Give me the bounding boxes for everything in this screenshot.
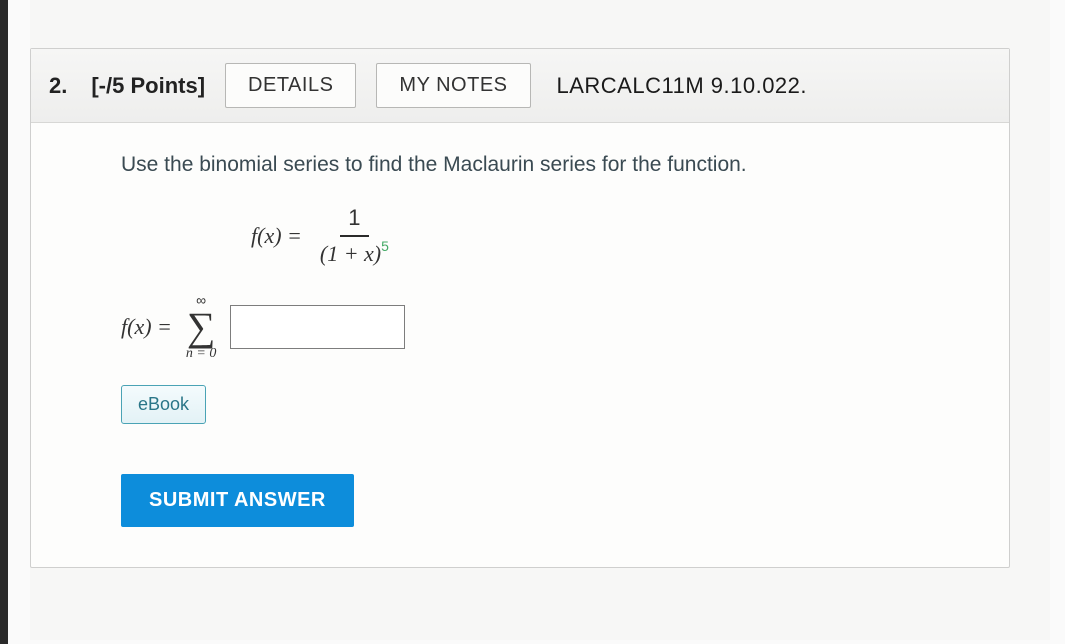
question-number: 2.: [49, 73, 67, 99]
fraction-numerator: 1: [340, 205, 368, 237]
formula-lhs: f(x) =: [251, 223, 302, 249]
series-term-input[interactable]: [230, 305, 405, 349]
answer-lhs: f(x) =: [121, 314, 172, 340]
sigma-lower-limit: n = 0: [186, 347, 216, 361]
sigma-notation: ∞ ∑ n = 0: [186, 293, 216, 361]
answer-row: f(x) = ∞ ∑ n = 0: [121, 293, 979, 361]
ebook-button[interactable]: eBook: [121, 385, 206, 424]
question-points: [-/5 Points]: [91, 73, 205, 99]
question-source-ref: LARCALC11M 9.10.022.: [557, 73, 808, 99]
denominator-base: (1 + x): [320, 241, 381, 266]
fraction-denominator: (1 + x)5: [312, 237, 397, 267]
my-notes-button[interactable]: MY NOTES: [376, 63, 530, 108]
given-formula: f(x) = 1 (1 + x)5: [251, 205, 979, 267]
question-prompt: Use the binomial series to find the Macl…: [121, 153, 979, 177]
question-header: 2. [-/5 Points] DETAILS MY NOTES LARCALC…: [31, 49, 1009, 123]
screen: 2. [-/5 Points] DETAILS MY NOTES LARCALC…: [0, 0, 1065, 644]
sigma-icon: ∑: [187, 309, 216, 345]
denominator-exponent: 5: [381, 238, 389, 254]
question-card: 2. [-/5 Points] DETAILS MY NOTES LARCALC…: [30, 48, 1010, 568]
formula-fraction: 1 (1 + x)5: [312, 205, 397, 267]
submit-answer-button[interactable]: SUBMIT ANSWER: [121, 474, 354, 527]
question-body: Use the binomial series to find the Macl…: [31, 123, 1009, 567]
details-button[interactable]: DETAILS: [225, 63, 356, 108]
page-content: 2. [-/5 Points] DETAILS MY NOTES LARCALC…: [30, 0, 1050, 640]
